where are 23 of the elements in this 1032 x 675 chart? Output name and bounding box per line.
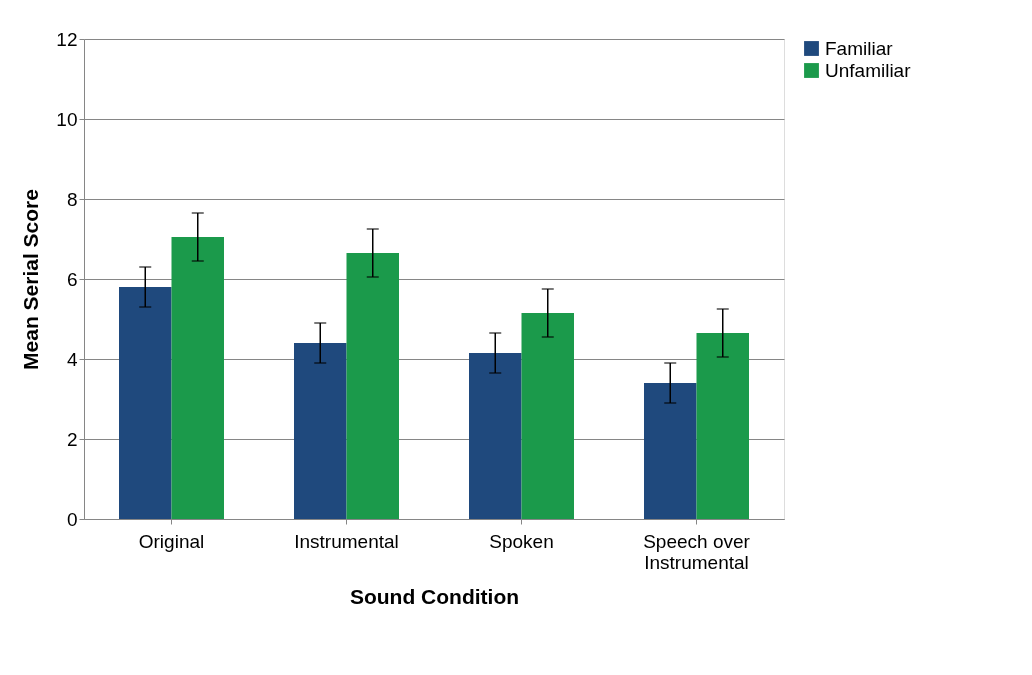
y-tick-label: 2	[66, 428, 78, 450]
y-tick-label: 6	[66, 268, 78, 290]
bar	[171, 237, 224, 519]
bar	[469, 353, 522, 519]
y-tick-label: 4	[66, 348, 78, 370]
legend-label: Unfamiliar	[825, 59, 912, 81]
bar	[521, 313, 574, 519]
bar	[346, 253, 399, 519]
x-tick-label: Speech over Instrumental	[643, 530, 751, 573]
legend-label: Familiar	[825, 37, 894, 59]
bar	[644, 383, 697, 519]
bar	[119, 287, 172, 519]
y-tick-label: 12	[56, 28, 78, 50]
y-tick-label: 8	[66, 188, 78, 210]
bar	[294, 343, 347, 519]
x-tick-label: Instrumental	[294, 530, 399, 552]
x-axis-title: Sound Condition	[349, 584, 520, 608]
y-axis-title: Mean Serial Score	[19, 189, 43, 370]
x-tick-label: Spoken	[489, 530, 554, 552]
x-tick-label: Original	[138, 530, 205, 552]
bar	[696, 333, 749, 519]
y-tick-label: 0	[66, 508, 78, 530]
y-tick-label: 10	[56, 108, 78, 130]
